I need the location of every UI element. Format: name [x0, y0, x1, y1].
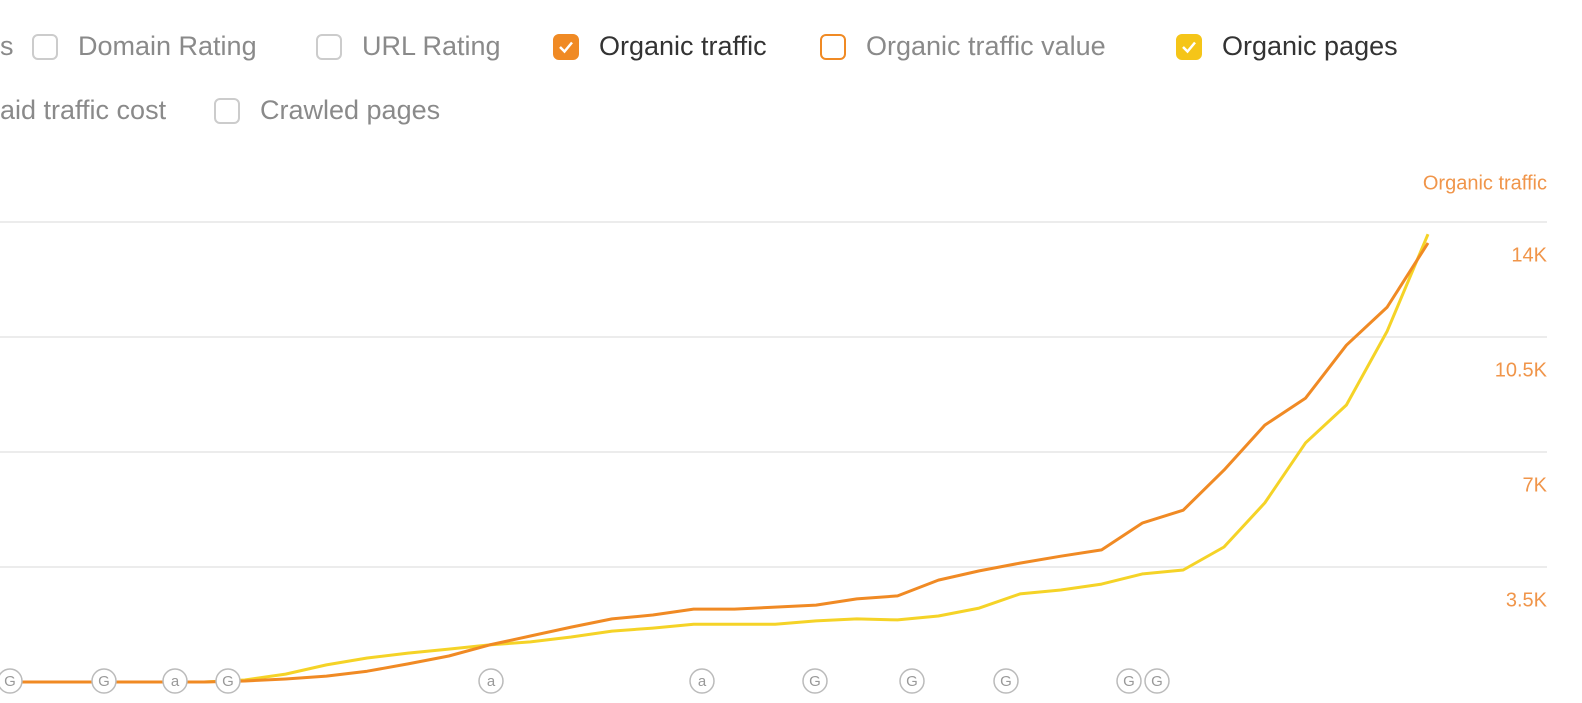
annotation-circle [478, 668, 504, 694]
annotation-marker[interactable]: a [689, 668, 715, 694]
metric-toggle[interactable]: URL Rating [316, 31, 501, 62]
checkbox[interactable] [1176, 33, 1202, 60]
series-line [0, 242, 1430, 684]
metric-toggle[interactable]: aid traffic cost [0, 95, 166, 126]
checkbox[interactable] [214, 97, 240, 124]
toggle-label: Crawled pages [260, 95, 441, 125]
annotation-circle [162, 668, 188, 694]
annotation-marker[interactable]: G [91, 668, 117, 694]
metric-toggle[interactable]: Organic traffic value [820, 31, 1106, 62]
annotation-label: a [487, 673, 496, 690]
annotation-label: G [1151, 673, 1163, 690]
checkbox[interactable] [820, 33, 846, 60]
checkmark [559, 41, 573, 53]
toggle-label: aid traffic cost [0, 95, 167, 125]
checkbox[interactable] [553, 33, 579, 60]
checkbox[interactable] [32, 33, 58, 60]
metric-toggle[interactable]: Domain Rating [32, 31, 257, 62]
y-tick-label: 14K [1511, 244, 1547, 266]
y-tick-label: 10.5K [1495, 359, 1548, 381]
annotation-circle [802, 668, 828, 694]
annotation-marker[interactable]: G [1116, 668, 1142, 694]
annotation-circle [993, 668, 1019, 694]
toggle-label: s [0, 31, 14, 61]
metric-toggle[interactable]: Organic traffic [553, 31, 767, 62]
annotation-marker[interactable]: G [215, 668, 241, 694]
toggle-label: Organic traffic [599, 31, 767, 61]
toggle-label: Organic pages [1222, 31, 1398, 61]
annotation-label: G [1000, 673, 1012, 690]
annotation-marker[interactable]: a [478, 668, 504, 694]
annotation-label: G [4, 673, 16, 690]
annotation-marker[interactable]: G [899, 668, 925, 694]
toggle-label: Organic traffic value [866, 31, 1106, 61]
annotation-label: G [98, 673, 110, 690]
annotation-label: G [222, 673, 234, 690]
annotation-circle [899, 668, 925, 694]
annotation-circle [91, 668, 117, 694]
annotation-marker[interactable]: G [802, 668, 828, 694]
checkbox[interactable] [316, 33, 342, 60]
annotation-circle [0, 668, 23, 694]
toggle-label: URL Rating [362, 31, 501, 61]
annotation-marker[interactable]: G [1144, 668, 1170, 694]
annotation-marker[interactable]: G [0, 668, 23, 694]
annotation-circle [1116, 668, 1142, 694]
annotation-circle [1144, 668, 1170, 694]
annotation-label: a [171, 673, 180, 690]
y-axis-label: Organic traffic [1423, 172, 1547, 194]
toggle-label: Domain Rating [78, 31, 257, 61]
y-tick-label: 3.5K [1506, 589, 1548, 611]
annotation-label: G [809, 673, 821, 690]
annotation-label: G [906, 673, 918, 690]
metric-toggle[interactable]: Organic pages [1176, 31, 1398, 62]
series-line [0, 233, 1430, 684]
annotation-label: G [1123, 673, 1135, 690]
annotation-marker[interactable]: a [162, 668, 188, 694]
annotation-circle [215, 668, 241, 694]
annotation-circle [689, 668, 715, 694]
annotation-marker[interactable]: G [993, 668, 1019, 694]
checkmark [1182, 41, 1196, 53]
y-tick-label: 7K [1523, 474, 1548, 496]
metric-toggle[interactable]: Crawled pages [214, 95, 440, 126]
annotation-label: a [698, 673, 707, 690]
metric-toggle[interactable]: s [0, 31, 14, 62]
